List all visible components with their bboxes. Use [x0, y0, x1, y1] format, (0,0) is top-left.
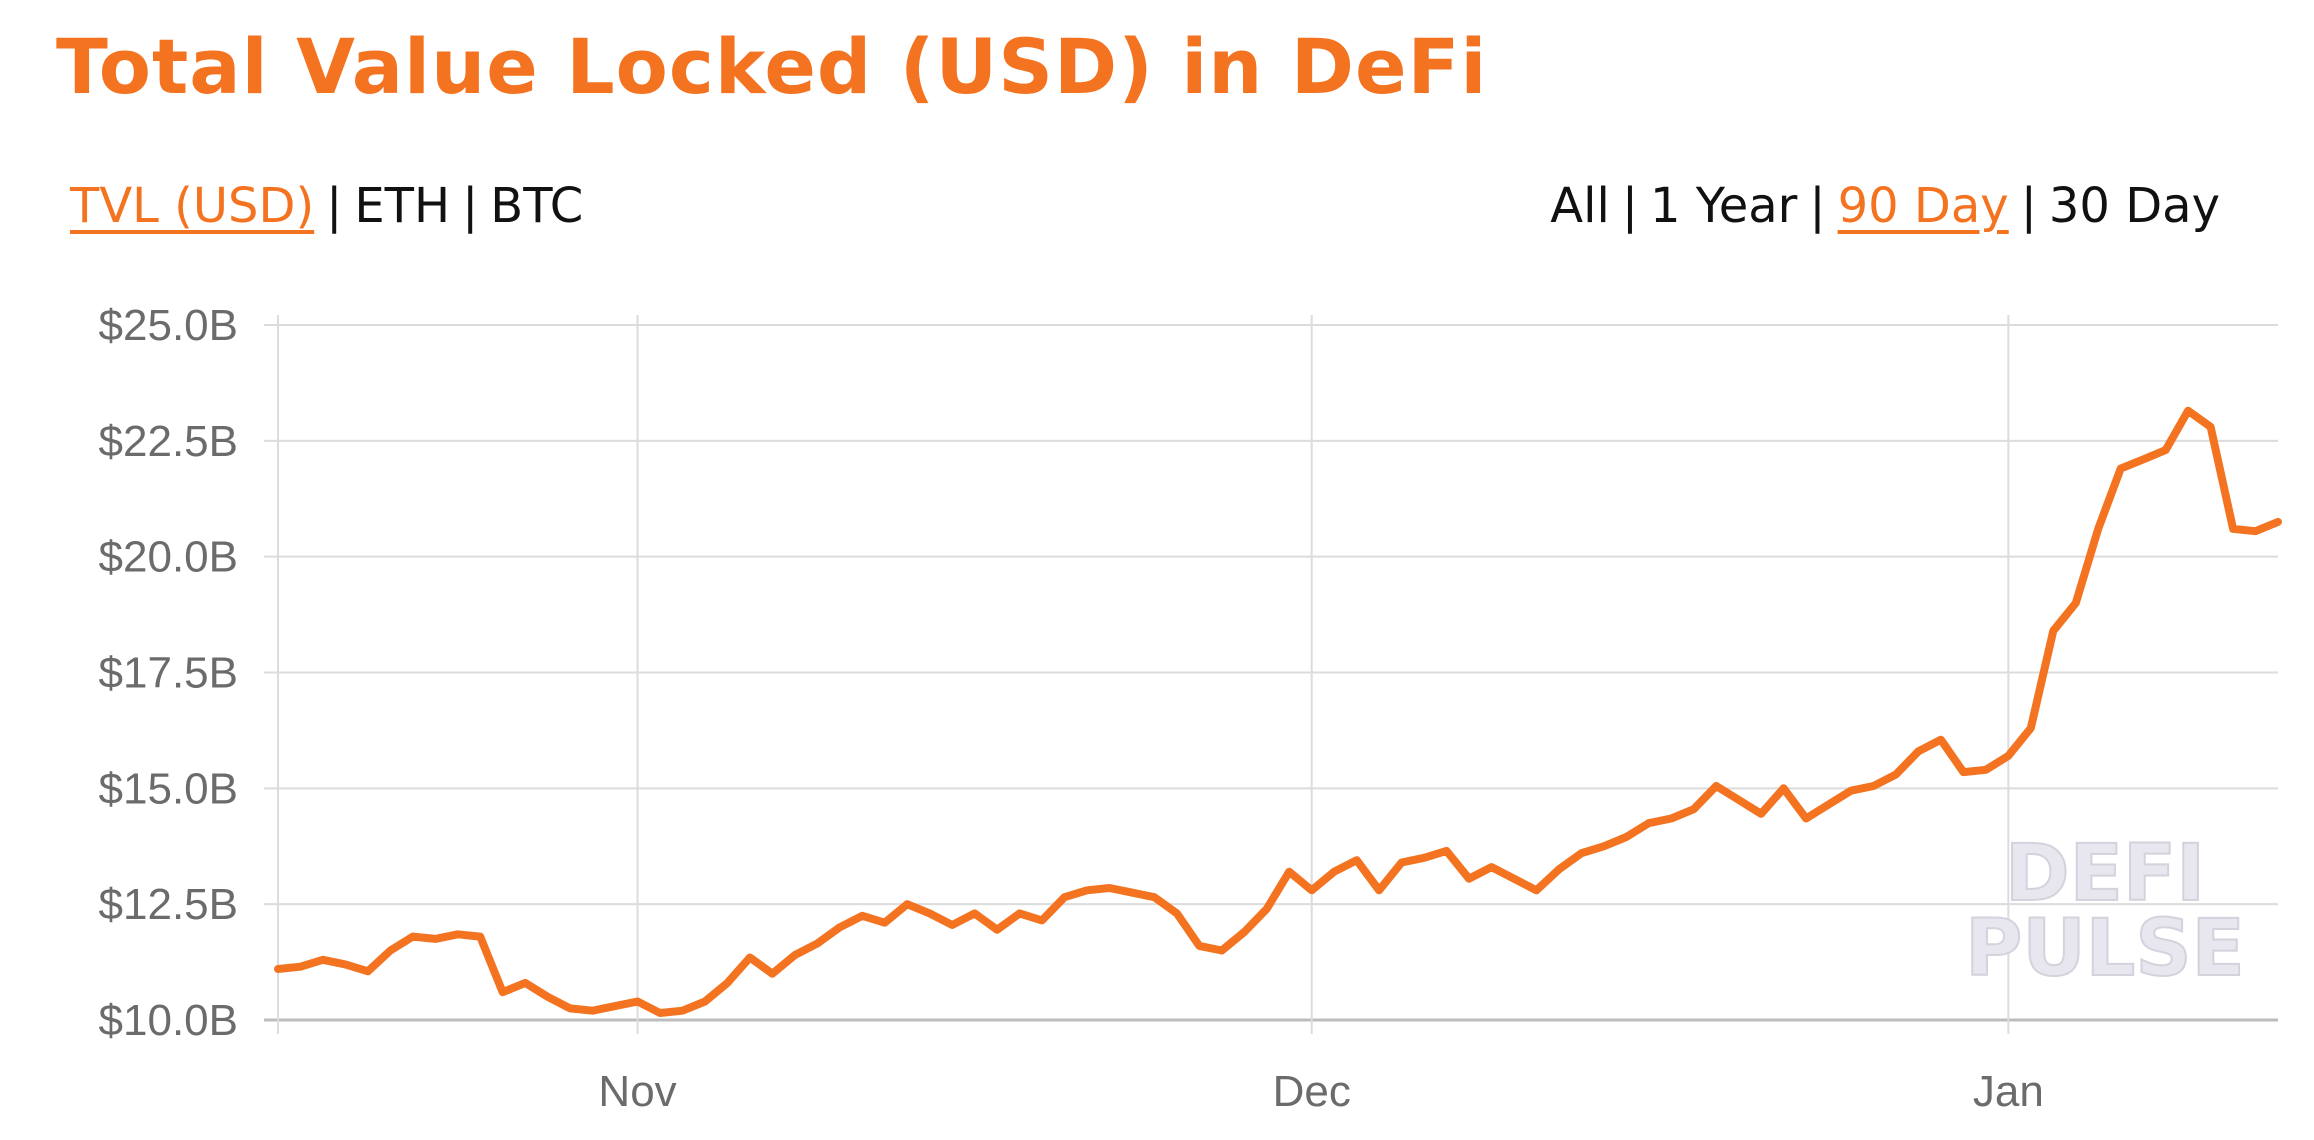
x-tick-label: Jan: [1973, 1067, 2044, 1116]
tab-90-day[interactable]: 90 Day: [1837, 178, 2009, 234]
tab-1-year[interactable]: 1 Year: [1649, 178, 1798, 234]
x-tick-label: Dec: [1273, 1067, 1351, 1116]
page-title: Total Value Locked (USD) in DeFi: [56, 22, 1488, 111]
tab-separator: |: [1621, 178, 1638, 234]
y-tick-label: $22.5B: [99, 417, 238, 466]
watermark-line-1: DEFI: [2005, 829, 2205, 919]
y-tick-label: $10.0B: [99, 996, 238, 1045]
y-tick-label: $25.0B: [99, 301, 238, 350]
tab-separator: |: [326, 178, 343, 234]
tvl-series-line: [274, 406, 2282, 1017]
defi-pulse-watermark: DEFI PULSE: [1964, 828, 2246, 995]
y-tick-label: $15.0B: [99, 764, 238, 813]
grid-layer: [264, 315, 2278, 1034]
tab-separator: |: [2020, 178, 2037, 234]
y-tick-label: $17.5B: [99, 649, 238, 698]
x-tick-label: Nov: [598, 1067, 676, 1116]
tab-separator: |: [462, 178, 479, 234]
watermark-line-2: PULSE: [1965, 904, 2245, 994]
y-tick-label: $20.0B: [99, 533, 238, 582]
tab-eth[interactable]: ETH: [354, 178, 451, 234]
range-tabs: All | 1 Year | 90 Day | 30 Day: [1550, 178, 2220, 234]
tick-layer: $10.0B $12.5B $15.0B $17.5B $20.0B $22.5B $25.…: [99, 301, 2044, 1116]
tab-separator: |: [1809, 178, 1826, 234]
series-tabs: TVL (USD) | ETH | BTC: [70, 178, 583, 234]
tab-30-day[interactable]: 30 Day: [2048, 178, 2220, 234]
tab-all[interactable]: All: [1550, 178, 1610, 234]
y-tick-label: $12.5B: [99, 880, 238, 929]
tab-btc[interactable]: BTC: [490, 178, 584, 234]
tab-tvl-usd[interactable]: TVL (USD): [70, 178, 315, 234]
series-layer: [274, 406, 2282, 1017]
